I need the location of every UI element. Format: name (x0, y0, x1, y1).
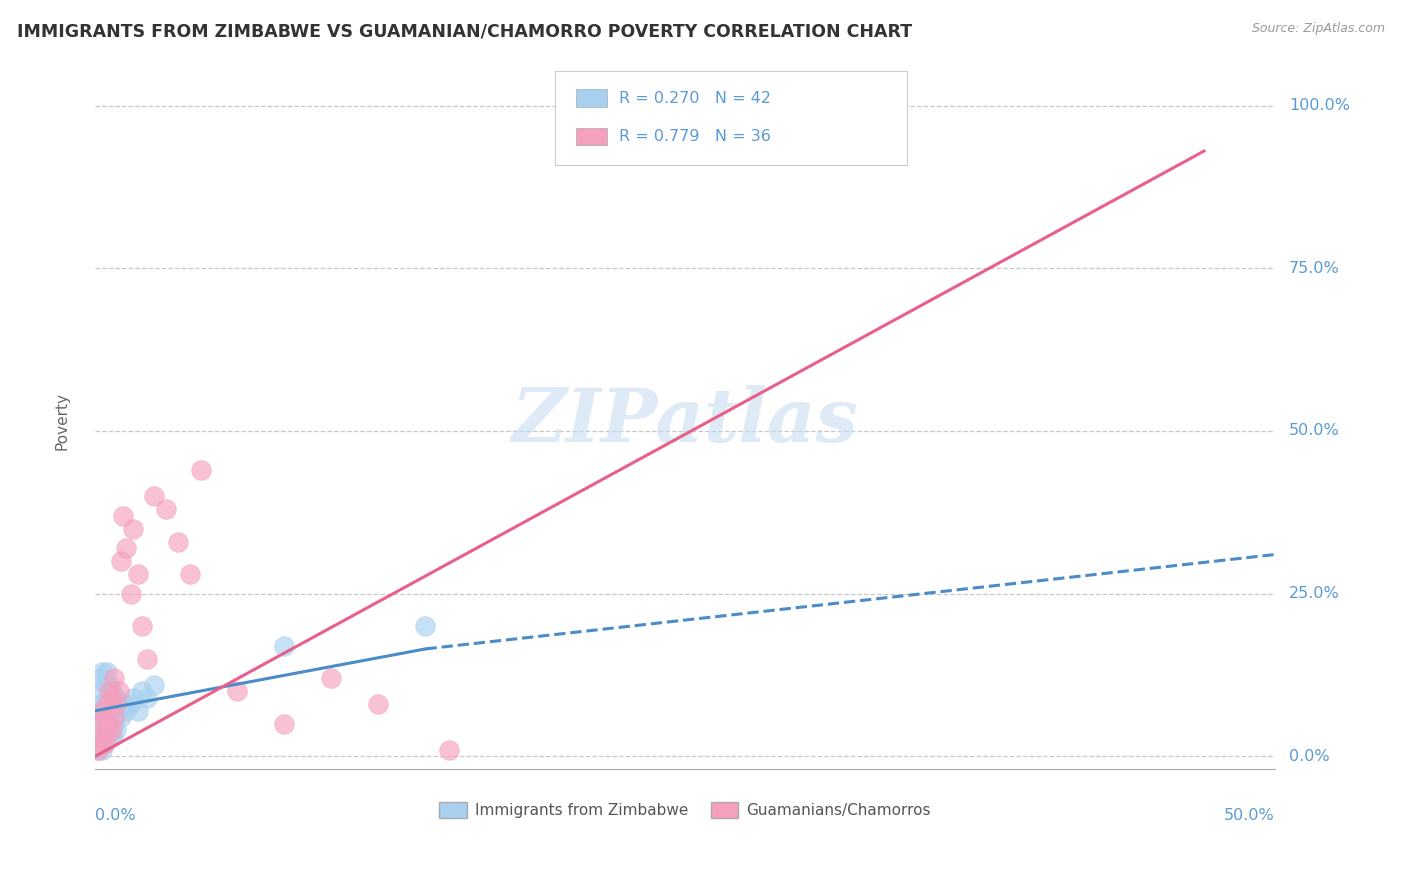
Point (91, 723, 114, 738)
Point (91, 743, 114, 757)
Point (122, 690, 145, 705)
Point (96, 697, 118, 711)
Point (98, 716, 121, 731)
Point (100, 723, 122, 738)
Point (98, 678, 121, 692)
Point (93, 697, 115, 711)
Point (131, 619, 153, 633)
Point (105, 690, 128, 705)
Point (105, 697, 128, 711)
Point (93, 716, 115, 731)
Text: Source: ZipAtlas.com: Source: ZipAtlas.com (1251, 22, 1385, 36)
Point (91, 704, 114, 718)
Point (273, 716, 295, 731)
Point (115, 704, 138, 718)
Point (103, 716, 125, 731)
Point (120, 697, 142, 711)
Point (155, 502, 177, 516)
Point (98, 723, 121, 738)
Point (91, 730, 114, 744)
Point (555, 118, 578, 132)
Point (91, 684, 114, 698)
Text: 50.0%: 50.0% (1225, 807, 1275, 822)
Point (127, 567, 149, 582)
Point (367, 697, 389, 711)
Point (86, 743, 108, 757)
Point (107, 704, 129, 718)
Text: ZIPatlas: ZIPatlas (512, 384, 859, 458)
Point (93, 736, 115, 750)
Point (415, 619, 437, 633)
Point (98, 704, 121, 718)
Point (179, 567, 201, 582)
Text: 0.0%: 0.0% (96, 807, 136, 822)
Point (115, 541, 138, 555)
Point (105, 723, 128, 738)
Point (86, 710, 108, 724)
Point (136, 690, 159, 705)
Point (89, 736, 111, 750)
Point (112, 508, 135, 523)
Point (100, 710, 122, 724)
Text: 100.0%: 100.0% (1289, 98, 1350, 113)
Point (96, 665, 118, 679)
Point (89, 716, 111, 731)
Point (225, 684, 247, 698)
Point (93, 736, 115, 750)
Text: 0.0%: 0.0% (1289, 748, 1330, 764)
Text: 75.0%: 75.0% (1289, 260, 1340, 276)
Text: R = 0.779   N = 36: R = 0.779 N = 36 (619, 129, 770, 144)
Text: R = 0.270   N = 42: R = 0.270 N = 42 (619, 91, 770, 105)
Text: Poverty: Poverty (55, 392, 70, 450)
Point (89, 716, 111, 731)
Point (112, 697, 135, 711)
Point (91, 665, 114, 679)
Point (100, 684, 122, 698)
Point (127, 704, 149, 718)
Point (93, 710, 115, 724)
Point (98, 684, 121, 698)
Point (122, 522, 145, 536)
Text: 50.0%: 50.0% (1289, 424, 1340, 438)
Text: IMMIGRANTS FROM ZIMBABWE VS GUAMANIAN/CHAMORRO POVERTY CORRELATION CHART: IMMIGRANTS FROM ZIMBABWE VS GUAMANIAN/CH… (17, 22, 912, 40)
Point (143, 489, 166, 503)
Point (89, 671, 111, 685)
Point (96, 730, 118, 744)
Point (100, 730, 122, 744)
Text: 25.0%: 25.0% (1289, 586, 1340, 601)
Point (96, 710, 118, 724)
Point (86, 743, 108, 757)
Point (136, 651, 159, 665)
Point (89, 736, 111, 750)
Point (190, 463, 212, 477)
Point (120, 586, 142, 600)
Point (91, 704, 114, 718)
Point (273, 639, 295, 653)
Point (103, 710, 125, 724)
Point (103, 671, 125, 685)
Point (131, 684, 153, 698)
Point (89, 697, 111, 711)
Point (110, 710, 132, 724)
Point (96, 723, 118, 738)
Point (166, 534, 188, 549)
Point (110, 554, 132, 568)
Point (86, 730, 108, 744)
Point (103, 697, 125, 711)
Point (437, 743, 460, 757)
Point (143, 678, 166, 692)
Point (93, 678, 115, 692)
Legend: Immigrants from Zimbabwe, Guamanians/Chamorros: Immigrants from Zimbabwe, Guamanians/Cha… (433, 797, 936, 824)
Point (107, 684, 129, 698)
Point (100, 690, 122, 705)
Point (319, 671, 342, 685)
Point (96, 690, 118, 705)
